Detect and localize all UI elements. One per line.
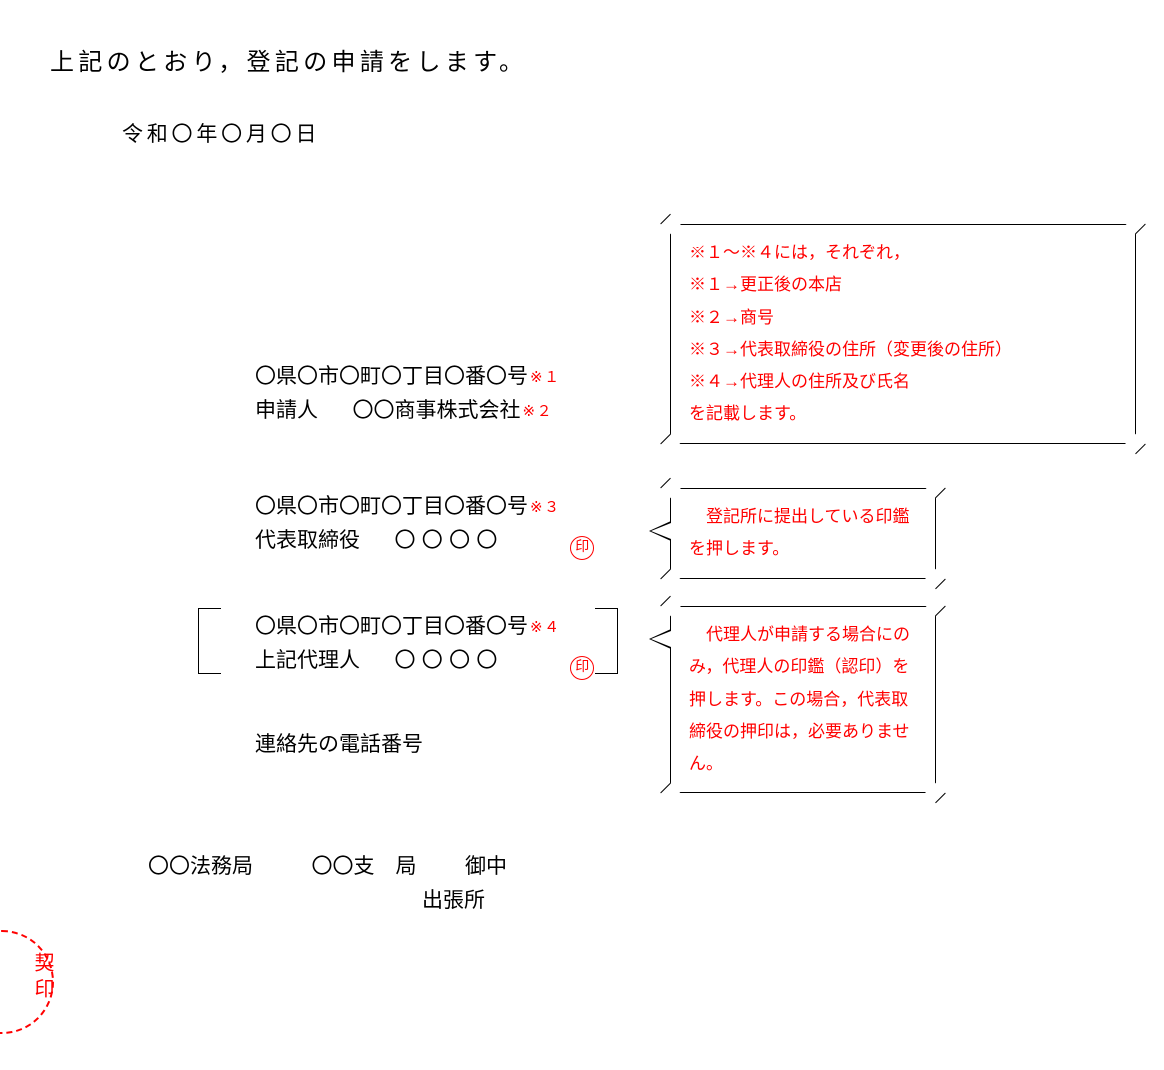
director-address: 〇県〇市〇町〇丁目〇番〇号 bbox=[255, 494, 528, 518]
note-ref-4: ※４ bbox=[528, 620, 561, 636]
applicant-address-line: 〇県〇市〇町〇丁目〇番〇号※１ bbox=[255, 360, 561, 390]
keiin-label: 契印 bbox=[28, 952, 57, 1004]
date-line: 令和〇年〇月〇日 bbox=[122, 118, 320, 148]
bracket-left bbox=[198, 608, 221, 674]
callout1-l5: ※４→代理人の住所及び氏名 bbox=[689, 366, 1119, 398]
callout-agent-seal: 代理人が申請する場合にのみ，代理人の印鑑（認印）を押します。この場合，代表取締役… bbox=[670, 606, 936, 793]
callout-notes: ※１〜※４には，それぞれ， ※１→更正後の本店 ※２→商号 ※３→代表取締役の住… bbox=[670, 224, 1136, 444]
callout-pointer-icon bbox=[649, 521, 671, 541]
applicant-line: 申請人 〇〇商事株式会社※２ bbox=[255, 394, 553, 424]
agent-address-line: 〇県〇市〇町〇丁目〇番〇号※４ bbox=[255, 610, 561, 640]
heading-text: 上記のとおり，登記の申請をします。 bbox=[50, 42, 527, 77]
callout1-l6: を記載します。 bbox=[689, 398, 1119, 430]
director-address-line: 〇県〇市〇町〇丁目〇番〇号※３ bbox=[255, 490, 561, 520]
agent-line: 上記代理人 〇〇〇〇 印 bbox=[255, 644, 594, 680]
agent-name: 〇〇〇〇 bbox=[395, 648, 504, 672]
callout2-text: 登記所に提出している印鑑を押します。 bbox=[689, 507, 910, 558]
callout1-l1: ※１〜※４には，それぞれ， bbox=[689, 237, 1119, 269]
callout-seal: 登記所に提出している印鑑を押します。 bbox=[670, 488, 936, 579]
applicant-label: 申請人 bbox=[255, 398, 318, 422]
note-ref-3: ※３ bbox=[528, 500, 561, 516]
seal-icon: 印 bbox=[570, 536, 594, 560]
keiin-stamp: 契印 bbox=[0, 930, 100, 1030]
director-role: 代表取締役 bbox=[255, 528, 360, 552]
director-line: 代表取締役 〇〇〇〇 印 bbox=[255, 524, 594, 560]
note-ref-1: ※１ bbox=[528, 370, 561, 386]
callout-pointer-icon bbox=[649, 629, 671, 649]
branch: 〇〇支 局 bbox=[312, 854, 417, 878]
agent-address: 〇県〇市〇町〇丁目〇番〇号 bbox=[255, 614, 528, 638]
applicant-name: 〇〇商事株式会社 bbox=[353, 398, 521, 422]
seal-icon: 印 bbox=[570, 656, 594, 680]
sub-office: 出張所 bbox=[422, 884, 485, 914]
callout1-l4: ※３→代表取締役の住所（変更後の住所） bbox=[689, 334, 1119, 366]
applicant-address: 〇県〇市〇町〇丁目〇番〇号 bbox=[255, 364, 528, 388]
callout1-l3: ※２→商号 bbox=[689, 302, 1119, 334]
agent-role: 上記代理人 bbox=[255, 648, 360, 672]
bureau: 〇〇法務局 bbox=[148, 854, 253, 878]
callout1-l2: ※１→更正後の本店 bbox=[689, 269, 1119, 301]
note-ref-2: ※２ bbox=[521, 404, 554, 420]
director-name: 〇〇〇〇 bbox=[395, 528, 504, 552]
office-line-1: 〇〇法務局 〇〇支 局 御中 bbox=[148, 850, 507, 880]
callout3-text: 代理人が申請する場合にのみ，代理人の印鑑（認印）を押します。この場合，代表取締役… bbox=[689, 625, 910, 773]
onchu: 御中 bbox=[465, 854, 507, 878]
bracket-right bbox=[595, 608, 618, 674]
contact-label: 連絡先の電話番号 bbox=[255, 728, 423, 758]
